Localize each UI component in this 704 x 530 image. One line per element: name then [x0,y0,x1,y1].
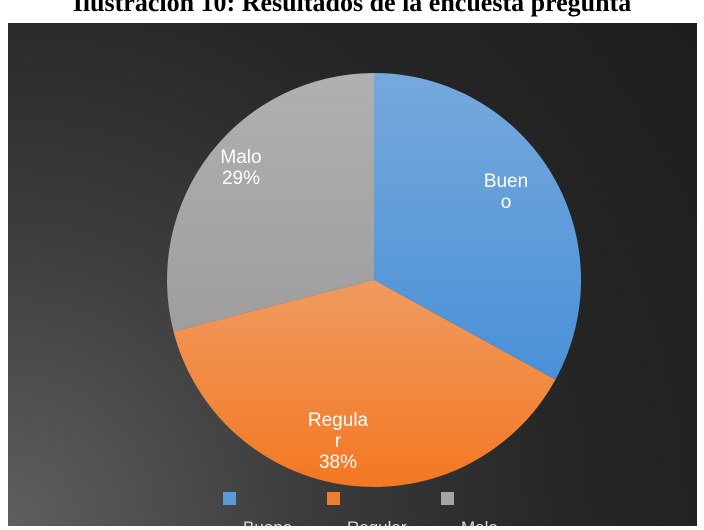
legend-swatch-bueno [223,492,236,505]
figure-caption-text: Ilustración 10: Resultados de la encuest… [72,0,632,17]
pie-slice-bueno [374,73,582,380]
legend-swatch-regular [327,492,340,505]
pie-slice-regular [173,280,556,488]
legend-label-malo: Malo [461,518,498,526]
legend-swatch-malo [441,492,454,505]
slice-label-bueno: Buen o [484,171,528,213]
pie-slices [166,73,582,488]
slice-labels: Buen o Regula r 38% Malo 29% [220,147,528,473]
pie-slice-malo [166,73,374,332]
slice-label-malo: Malo 29% [220,147,261,189]
figure-caption: Ilustración 10: Resultados de la encuest… [0,0,704,23]
slice-label-regular: Regula r 38% [308,410,369,473]
